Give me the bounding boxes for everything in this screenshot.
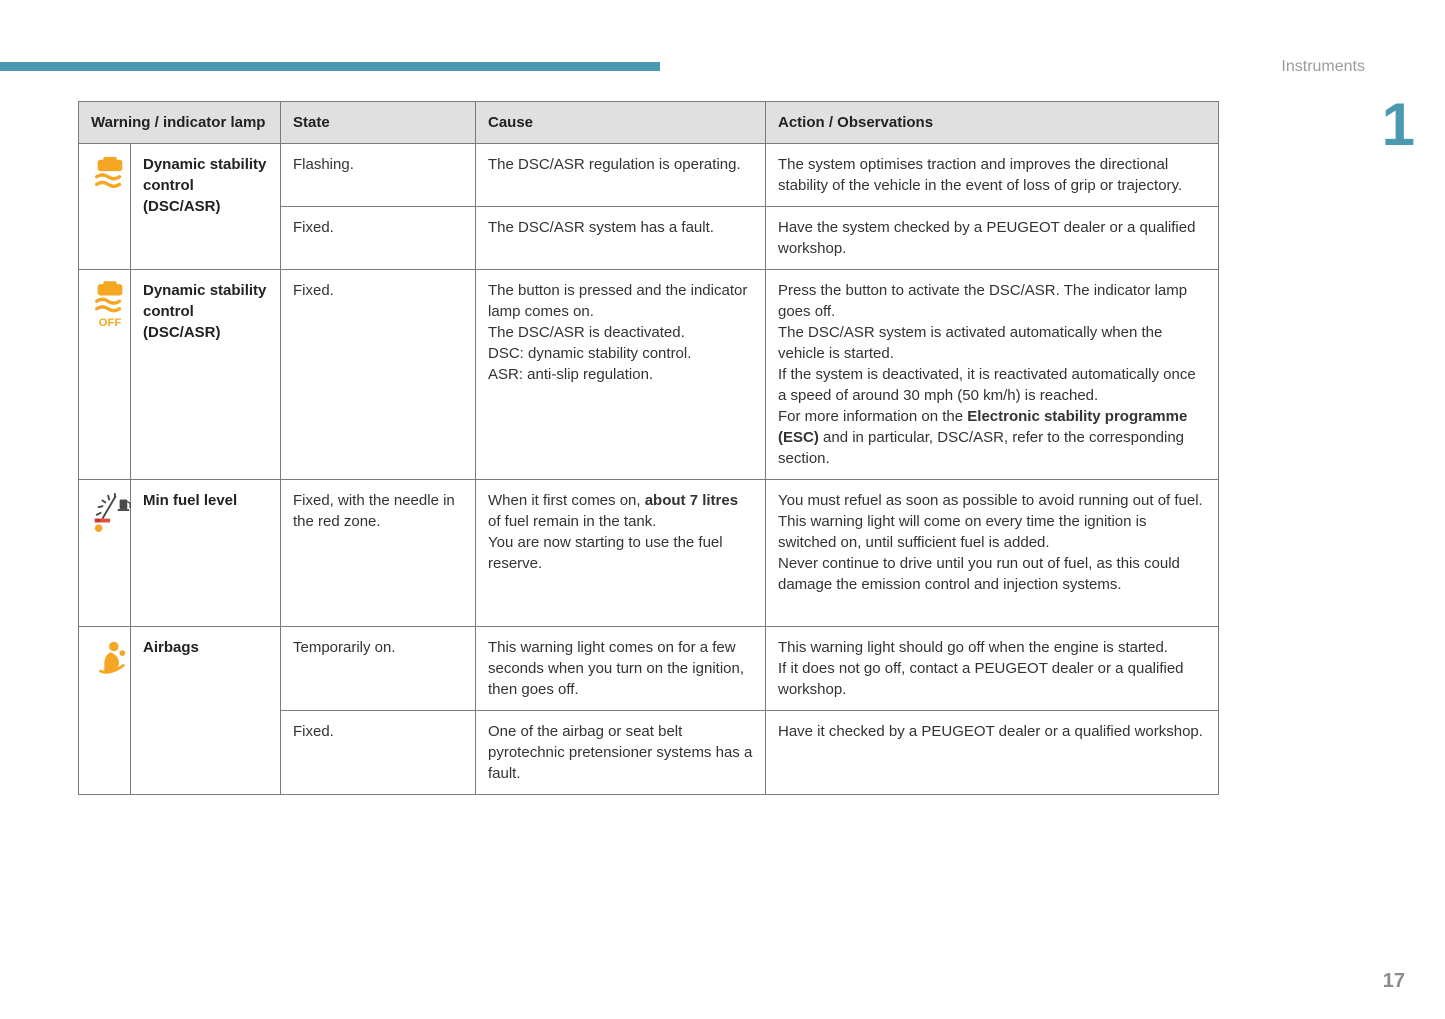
table-row: Dynamic stability control (DSC/ASR)Flash…	[79, 144, 1219, 207]
cell-action: This warning light should go off when th…	[766, 627, 1219, 711]
table-header-row: Warning / indicator lamp State Cause Act…	[79, 102, 1219, 144]
section-label: Instruments	[1281, 58, 1365, 76]
cell-action: Press the button to activate the DSC/ASR…	[766, 270, 1219, 480]
cell-action: Have the system checked by a PEUGEOT dea…	[766, 207, 1219, 270]
th-state: State	[281, 102, 476, 144]
page-number: 17	[1383, 970, 1405, 993]
cell-action: Have it checked by a PEUGEOT dealer or a…	[766, 711, 1219, 795]
airbag-icon	[79, 627, 131, 795]
table-row: Min fuel levelFixed, with the needle in …	[79, 480, 1219, 627]
table-row: Dynamic stability control (DSC/ASR)Fixed…	[79, 270, 1219, 480]
cell-state: Temporarily on.	[281, 627, 476, 711]
lamp-name: Airbags	[131, 627, 281, 795]
cell-cause: The button is pressed and the indicator …	[476, 270, 766, 480]
lamp-name: Dynamic stability control (DSC/ASR)	[131, 270, 281, 480]
table-row: AirbagsTemporarily on.This warning light…	[79, 627, 1219, 711]
lamp-name: Min fuel level	[131, 480, 281, 627]
cell-state: Fixed.	[281, 207, 476, 270]
th-action: Action / Observations	[766, 102, 1219, 144]
cell-state: Fixed.	[281, 711, 476, 795]
cell-action: You must refuel as soon as possible to a…	[766, 480, 1219, 627]
cell-cause: The DSC/ASR regulation is operating.	[476, 144, 766, 207]
table-body: Dynamic stability control (DSC/ASR)Flash…	[79, 144, 1219, 795]
lamp-name: Dynamic stability control (DSC/ASR)	[131, 144, 281, 270]
chapter-number: 1	[1382, 90, 1415, 159]
dsc-off-icon	[79, 270, 131, 480]
cell-state: Fixed, with the needle in the red zone.	[281, 480, 476, 627]
top-accent-bar	[0, 62, 660, 71]
cell-state: Fixed.	[281, 270, 476, 480]
fuel-icon	[79, 480, 131, 627]
cell-action: The system optimises traction and improv…	[766, 144, 1219, 207]
cell-cause: This warning light comes on for a few se…	[476, 627, 766, 711]
warning-lamps-table: Warning / indicator lamp State Cause Act…	[78, 101, 1219, 795]
cell-cause: One of the airbag or seat belt pyrotechn…	[476, 711, 766, 795]
cell-state: Flashing.	[281, 144, 476, 207]
th-lamp: Warning / indicator lamp	[79, 102, 281, 144]
cell-cause: The DSC/ASR system has a fault.	[476, 207, 766, 270]
cell-cause: When it first comes on, about 7 litres o…	[476, 480, 766, 627]
th-cause: Cause	[476, 102, 766, 144]
dsc-icon	[79, 144, 131, 270]
